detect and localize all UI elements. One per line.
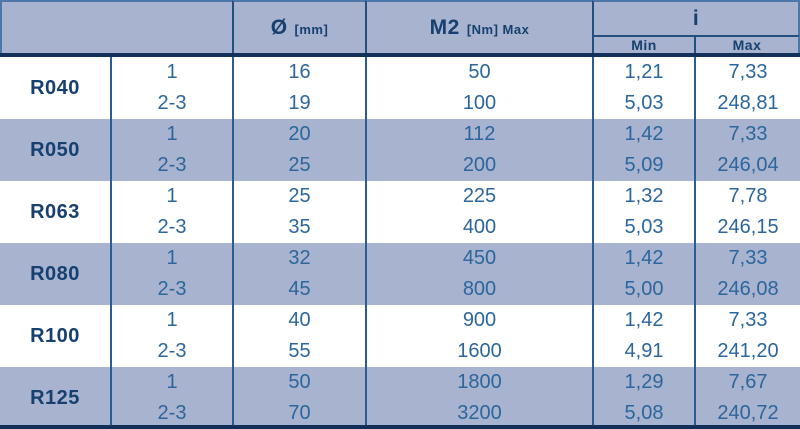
ratio-min-cell: 5,03 (592, 212, 694, 243)
model-cell: R040 (0, 57, 110, 119)
torque-cell: 900 (365, 305, 592, 336)
stage-cell: 2-3 (110, 398, 232, 429)
ratio-min-cell: 5,00 (592, 274, 694, 305)
torque-cell: 112 (365, 119, 592, 150)
ratio-min-cell: 1,21 (592, 57, 694, 88)
stage-cell: 1 (110, 367, 232, 398)
torque-unit-label: [Nm] Max (466, 22, 530, 37)
model-cell: R125 (0, 367, 110, 429)
bottom-border-line (0, 425, 800, 429)
col-header-torque: M2 [Nm] Max (365, 0, 592, 53)
ratio-min-cell: 1,42 (592, 243, 694, 274)
stage-cell: 2-3 (110, 150, 232, 181)
stage-cell: 2-3 (110, 88, 232, 119)
torque-cell: 450 (365, 243, 592, 274)
ratio-min-cell: 5,09 (592, 150, 694, 181)
ratio-max-cell: 246,04 (694, 150, 800, 181)
ratio-min-cell: 5,03 (592, 88, 694, 119)
torque-cell: 100 (365, 88, 592, 119)
torque-cell: 1600 (365, 336, 592, 367)
torque-cell: 225 (365, 181, 592, 212)
ratio-max-cell: 248,81 (694, 88, 800, 119)
stage-cell: 1 (110, 243, 232, 274)
diameter-cell: 40 (232, 305, 365, 336)
torque-cell: 50 (365, 57, 592, 88)
diameter-cell: 25 (232, 150, 365, 181)
diameter-unit-label: [mm] (294, 22, 329, 37)
stage-cell: 1 (110, 305, 232, 336)
header-separator-line (0, 53, 800, 57)
ratio-max-cell: 240,72 (694, 398, 800, 429)
torque-cell: 3200 (365, 398, 592, 429)
stage-cell: 1 (110, 181, 232, 212)
torque-cell: 200 (365, 150, 592, 181)
torque-symbol: M2 (429, 15, 460, 39)
ratio-min-cell: 4,91 (592, 336, 694, 367)
ratio-max-cell: 7,33 (694, 305, 800, 336)
model-cell: R050 (0, 119, 110, 181)
stage-cell: 1 (110, 119, 232, 150)
diameter-cell: 50 (232, 367, 365, 398)
ratio-max-cell: 241,20 (694, 336, 800, 367)
ratio-max-cell: 7,33 (694, 119, 800, 150)
torque-cell: 1800 (365, 367, 592, 398)
model-cell: R080 (0, 243, 110, 305)
subcol-header-max: Max (694, 35, 800, 53)
ratio-max-cell: 246,08 (694, 274, 800, 305)
subcol-header-min: Min (592, 35, 694, 53)
diameter-cell: 16 (232, 57, 365, 88)
diameter-cell: 19 (232, 88, 365, 119)
diameter-cell: 70 (232, 398, 365, 429)
diameter-cell: 35 (232, 212, 365, 243)
ratio-max-cell: 7,67 (694, 367, 800, 398)
ratio-max-cell: 7,33 (694, 243, 800, 274)
stage-cell: 2-3 (110, 212, 232, 243)
diameter-cell: 32 (232, 243, 365, 274)
torque-cell: 800 (365, 274, 592, 305)
model-cell: R100 (0, 305, 110, 367)
ratio-min-cell: 5,08 (592, 398, 694, 429)
ratio-min-cell: 1,32 (592, 181, 694, 212)
ratio-max-cell: 7,78 (694, 181, 800, 212)
col-header-diameter: Ø [mm] (232, 0, 365, 53)
diameter-cell: 45 (232, 274, 365, 305)
ratio-min-cell: 1,29 (592, 367, 694, 398)
header-blank-cell (0, 0, 232, 53)
diameter-cell: 25 (232, 181, 365, 212)
ratio-max-cell: 7,33 (694, 57, 800, 88)
torque-cell: 400 (365, 212, 592, 243)
stage-cell: 2-3 (110, 336, 232, 367)
col-header-ratio: i (592, 0, 800, 35)
diameter-cell: 55 (232, 336, 365, 367)
model-cell: R063 (0, 181, 110, 243)
diameter-cell: 20 (232, 119, 365, 150)
ratio-min-cell: 1,42 (592, 305, 694, 336)
stage-cell: 2-3 (110, 274, 232, 305)
stage-cell: 1 (110, 57, 232, 88)
ratio-max-cell: 246,15 (694, 212, 800, 243)
diameter-symbol: Ø (270, 15, 288, 39)
ratio-min-cell: 1,42 (592, 119, 694, 150)
